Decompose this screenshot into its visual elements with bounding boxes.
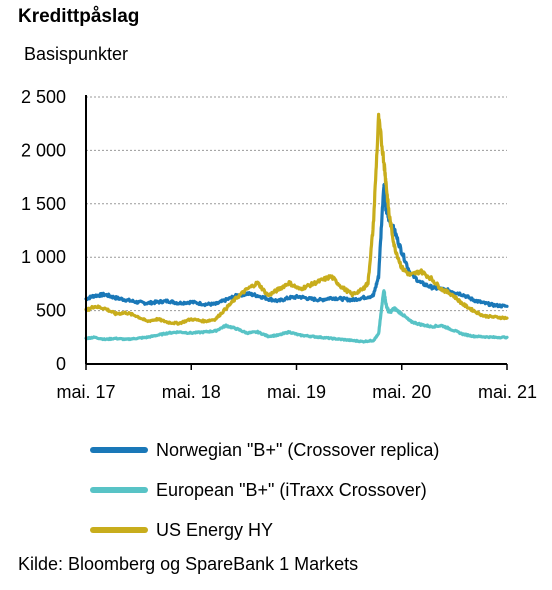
y-axis-tick-labels: 0 500 1 000 1 500 2 000 2 500 bbox=[21, 87, 66, 374]
legend-label-norwegian: Norwegian "B+" (Crossover replica) bbox=[156, 439, 440, 460]
series-line-1 bbox=[84, 289, 509, 344]
axes bbox=[85, 95, 508, 370]
legend-swatch-norwegian bbox=[90, 447, 148, 453]
y-tick-label: 1 000 bbox=[21, 247, 66, 267]
gridlines bbox=[86, 96, 507, 312]
series-line-2 bbox=[84, 112, 509, 326]
y-tick-label: 1 500 bbox=[21, 194, 66, 214]
x-tick-label: mai. 17 bbox=[56, 382, 115, 402]
y-tick-label: 500 bbox=[36, 301, 66, 321]
legend-item-norwegian: Norwegian "B+" (Crossover replica) bbox=[90, 430, 439, 470]
x-tick-label: mai. 19 bbox=[267, 382, 326, 402]
series-lines bbox=[84, 112, 509, 344]
x-axis-tick-labels: mai. 17 mai. 18 mai. 19 mai. 20 mai. 21 bbox=[56, 382, 537, 402]
chart-title: Kredittpåslag bbox=[18, 6, 140, 27]
legend-label-us-energy: US Energy HY bbox=[156, 519, 274, 540]
series-line-0 bbox=[84, 182, 509, 309]
legend-swatch-european bbox=[90, 487, 148, 493]
legend-label-european: European "B+" (iTraxx Crossover) bbox=[156, 479, 427, 500]
legend: Norwegian "B+" (Crossover replica) Europ… bbox=[90, 430, 439, 550]
x-tick-label: mai. 20 bbox=[372, 382, 431, 402]
y-tick-label: 0 bbox=[56, 354, 66, 374]
y-tick-label: 2 000 bbox=[21, 140, 66, 160]
legend-item-european: European "B+" (iTraxx Crossover) bbox=[90, 470, 439, 510]
x-tick-label: mai. 18 bbox=[162, 382, 221, 402]
source-note: Kilde: Bloomberg og SpareBank 1 Markets bbox=[18, 554, 359, 574]
y-tick-label: 2 500 bbox=[21, 87, 66, 107]
unit-label: Basispunkter bbox=[24, 44, 129, 64]
x-tick-label: mai. 21 bbox=[478, 382, 537, 402]
legend-item-us-energy: US Energy HY bbox=[90, 510, 439, 550]
legend-swatch-us-energy bbox=[90, 527, 148, 533]
